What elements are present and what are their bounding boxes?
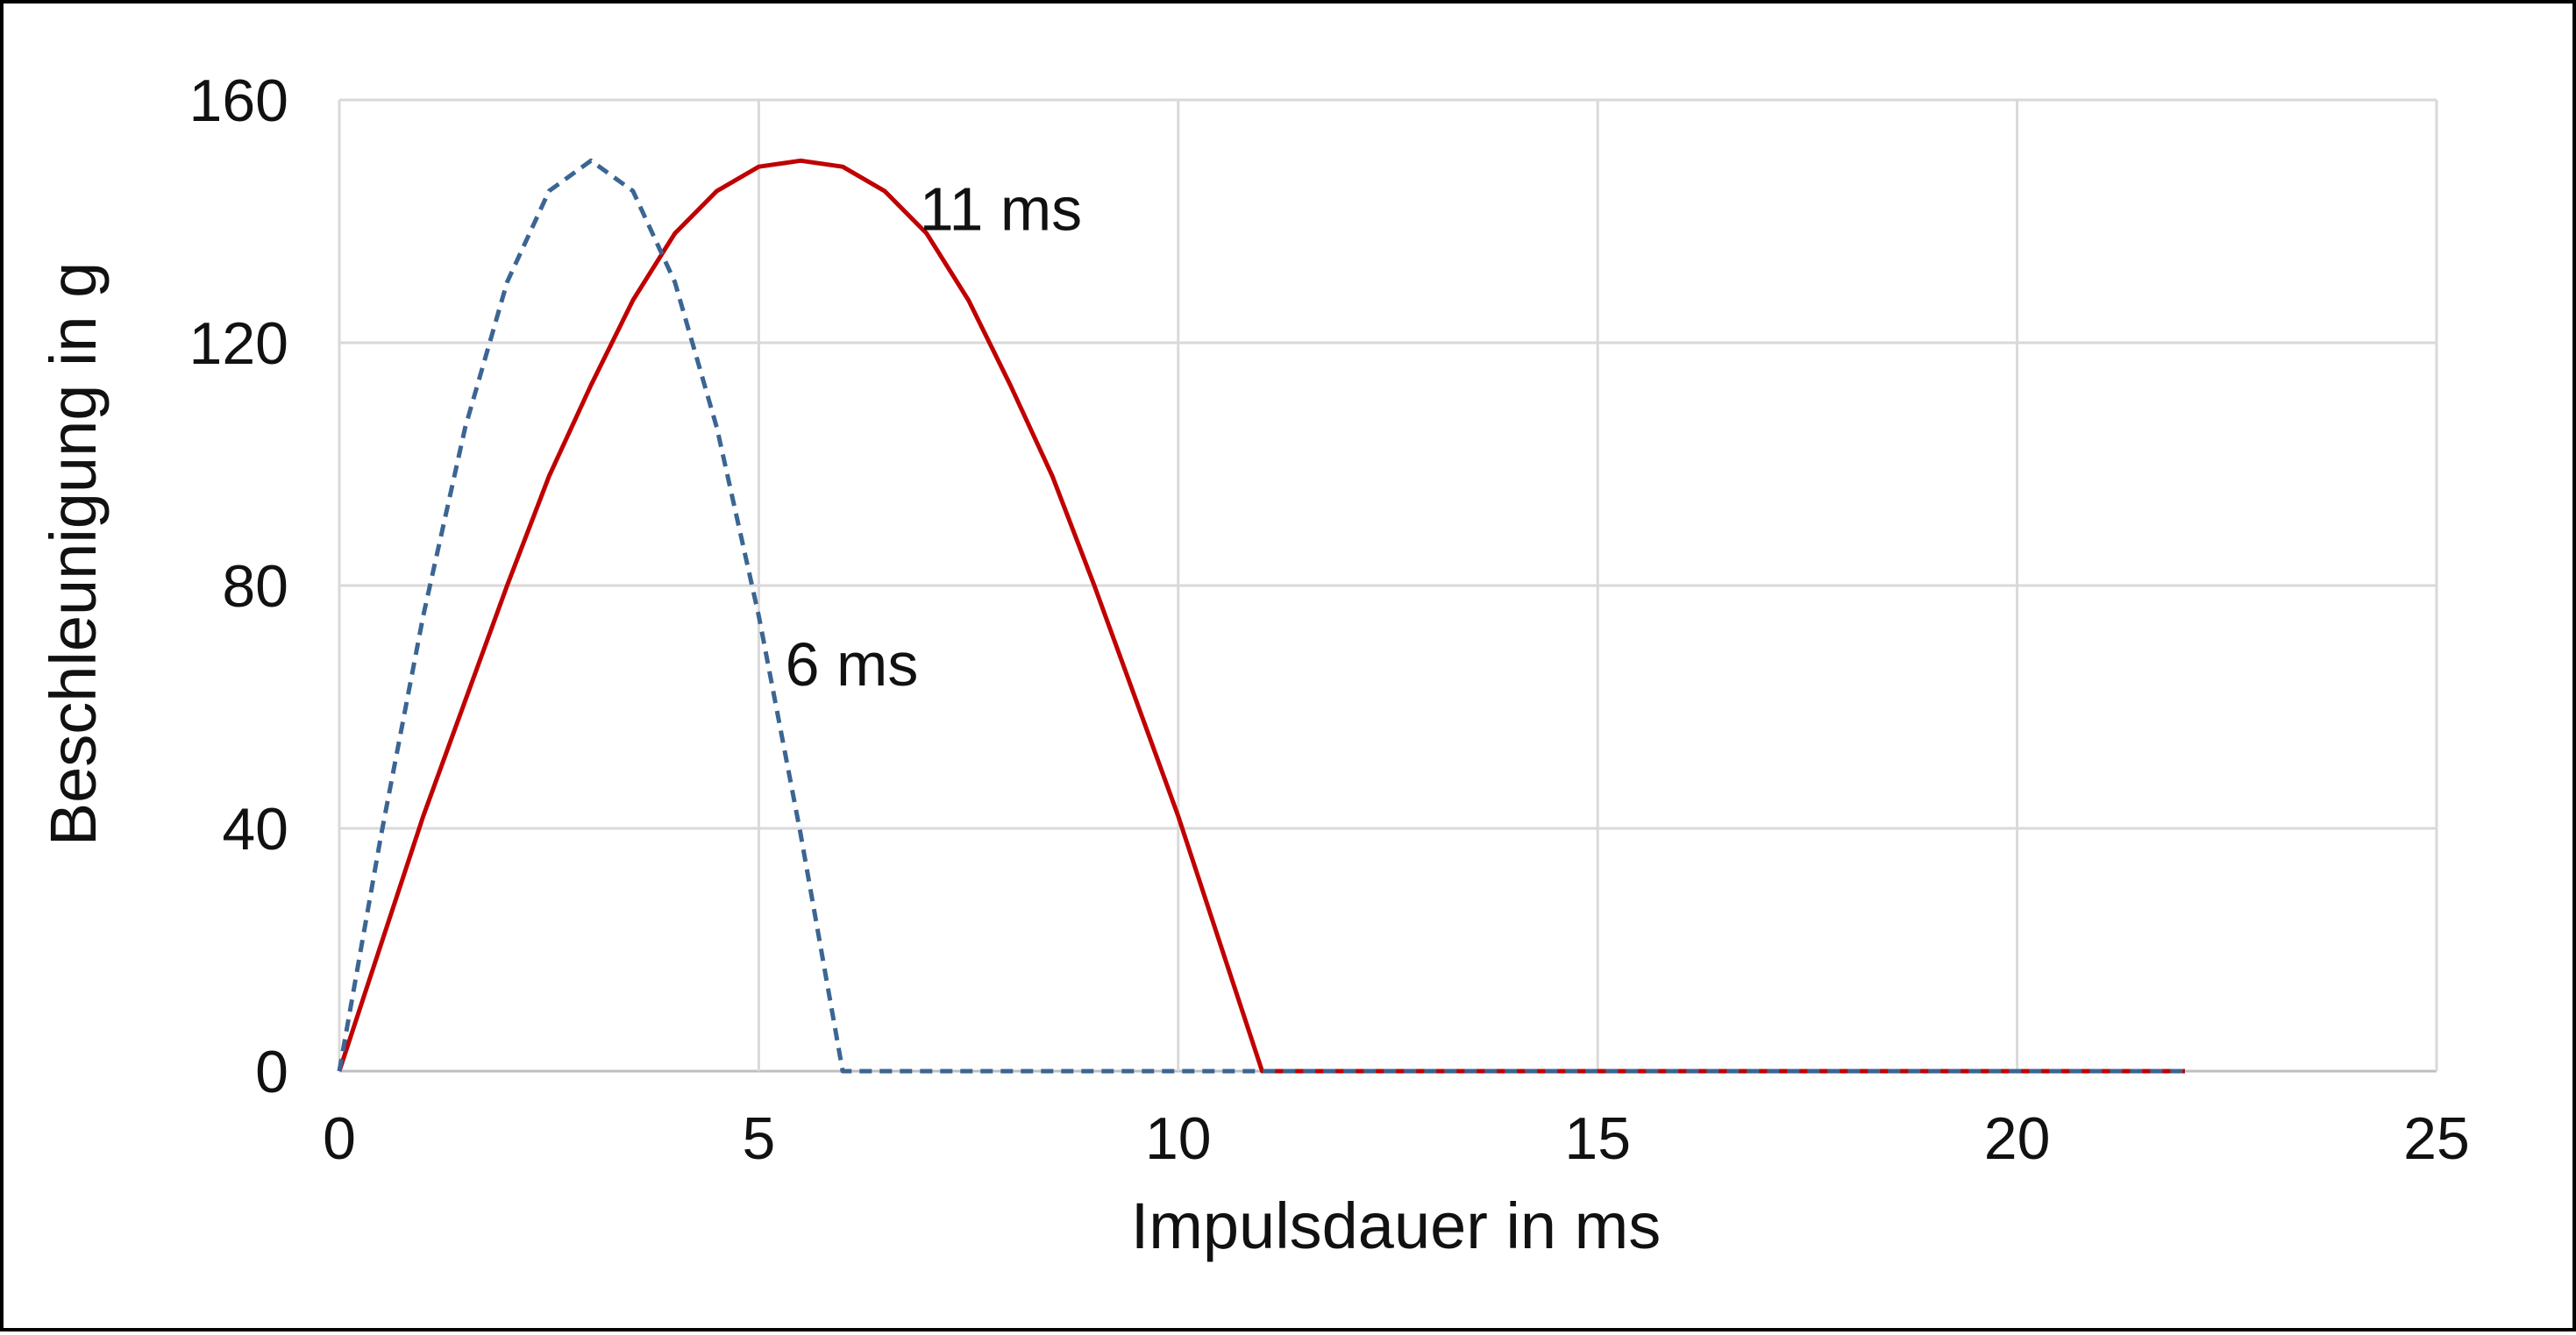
x-tick-label: 15 — [1564, 1105, 1631, 1172]
series-line-11ms — [337, 158, 2185, 1074]
x-tick-label: 5 — [742, 1105, 775, 1172]
annotations: 11 ms 6 ms — [786, 175, 1083, 699]
annotation-label: 6 ms — [786, 630, 919, 699]
y-tick-label: 0 — [255, 1039, 288, 1105]
series-lines — [337, 158, 2185, 1074]
x-tick-label: 0 — [323, 1105, 356, 1172]
series-line-6ms — [337, 158, 2185, 1074]
x-axis-title: Impulsdauer in ms — [1131, 1189, 1662, 1262]
y-axis-title: Beschleunigung in g — [37, 262, 110, 847]
y-tick-label: 40 — [222, 796, 288, 863]
line-chart: 0 40 80 120 160 0 5 10 15 20 25 11 ms 6 ms Impulsda… — [37, 67, 2470, 1262]
x-tick-label: 20 — [1984, 1105, 2051, 1172]
tick-labels: 0 40 80 120 160 0 5 10 15 20 25 — [189, 67, 2470, 1172]
x-tick-label: 25 — [2403, 1105, 2470, 1172]
annotation-label: 11 ms — [920, 175, 1082, 244]
y-tick-label: 120 — [189, 310, 288, 377]
y-tick-label: 160 — [189, 67, 288, 134]
y-tick-label: 80 — [222, 553, 288, 620]
grid — [338, 98, 2438, 1073]
x-tick-label: 10 — [1145, 1105, 1212, 1172]
